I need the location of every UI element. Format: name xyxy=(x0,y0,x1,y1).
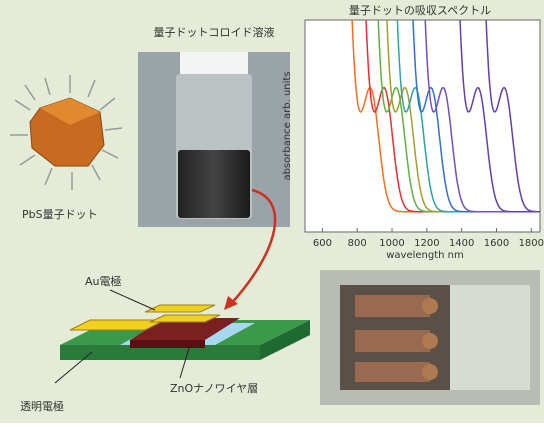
vial-label: 量子ドットコロイド溶液 xyxy=(154,25,275,39)
x-tick-label: 1600 xyxy=(484,238,509,249)
x-tick-label: 800 xyxy=(348,238,367,249)
x-ticks: 600 800 1000 1200 1400 1600 1800 xyxy=(313,228,544,249)
dot-label: PbS量子ドット xyxy=(22,208,98,221)
arrow-head xyxy=(224,296,238,310)
y-axis-label: absorbance arb. units xyxy=(282,71,293,180)
x-tick-label: 1800 xyxy=(519,238,544,249)
curves xyxy=(351,20,540,213)
x-axis-label: wavelength nm xyxy=(386,250,464,261)
vial-liquid xyxy=(178,150,250,218)
electrode-label: Au電極 xyxy=(85,274,122,288)
quantum-dot-illustration xyxy=(10,75,123,190)
arrow xyxy=(229,188,277,306)
spectrum-title: 量子ドットの吸収スペクトル xyxy=(349,4,491,17)
zno-label: ZnOナノワイヤ層 xyxy=(170,382,258,395)
vial-cap xyxy=(180,52,248,74)
x-tick-label: 1000 xyxy=(379,238,404,249)
x-tick-label: 1400 xyxy=(449,238,474,249)
spectrum-curve xyxy=(485,20,540,213)
device-diagram xyxy=(54,289,310,384)
spectrum-curve xyxy=(424,20,540,213)
x-tick-label: 1200 xyxy=(414,238,439,249)
x-tick-label: 600 xyxy=(313,238,332,249)
transparent-electrode-label: 透明電極 xyxy=(20,399,64,413)
device-photo xyxy=(320,270,540,405)
spectrum-curve xyxy=(459,20,540,213)
